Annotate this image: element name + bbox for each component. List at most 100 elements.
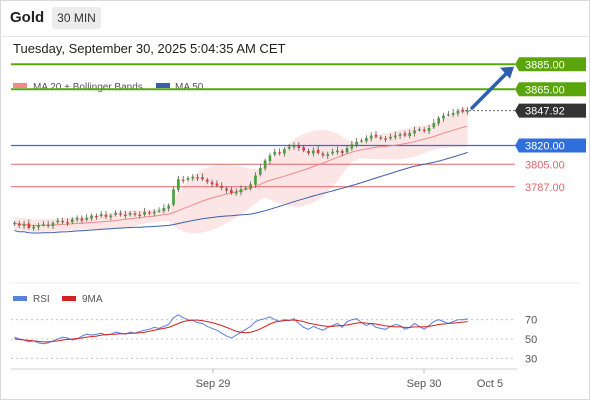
rsi-ma-legend-label: 9MA: [82, 294, 103, 305]
price-tag-label: 3885.00: [525, 59, 565, 71]
bollinger-fill: [14, 105, 468, 234]
rsi-panel: 70 50 30: [11, 314, 537, 365]
symbol-title: Gold: [10, 9, 45, 26]
ma50-line: [14, 151, 468, 234]
price-tag-bg: [515, 57, 586, 72]
candle-body: [22, 224, 26, 226]
bullish-arrow: [470, 66, 514, 110]
price-tag-label: 3847.92: [525, 106, 565, 118]
price-tag-0: 3885.00: [515, 57, 586, 72]
candle-body: [451, 113, 455, 115]
rsi-line: [14, 314, 468, 345]
candle-body: [437, 118, 440, 124]
candle-body: [191, 176, 195, 179]
candle-body: [104, 214, 108, 217]
chart-header: Gold 30 MIN: [0, 0, 590, 36]
candle-body: [85, 218, 89, 220]
candle-body: [46, 224, 50, 226]
candle-body: [210, 182, 214, 185]
timestamp: Tuesday, September 30, 2025 5:04:35 AM C…: [13, 41, 286, 56]
candle-body: [297, 146, 301, 148]
candle-body: [249, 184, 252, 189]
candle-body: [239, 189, 243, 193]
header-divider: [0, 36, 590, 37]
candle-body: [119, 213, 122, 215]
timeframe-button[interactable]: 30 MIN: [52, 7, 101, 29]
ma50-legend-label: MA 50: [175, 82, 204, 93]
candle-body: [456, 110, 460, 114]
rsi-tick-label: 30: [525, 353, 537, 365]
price-tag-2: 3847.92: [515, 103, 586, 118]
candle-body: [167, 205, 171, 209]
candle-body: [42, 224, 45, 226]
candle-body: [365, 138, 368, 141]
price-tag-label: 3805.00: [525, 159, 565, 171]
candle-body: [90, 215, 93, 219]
x-tick-label: Sep 29: [196, 378, 231, 390]
candle-body: [283, 149, 286, 154]
arrow-head: [500, 66, 514, 79]
candle-body: [172, 189, 175, 205]
candle-body: [61, 221, 64, 223]
candle-body: [128, 213, 132, 215]
candle-body: [461, 109, 465, 112]
price-tag-label: 3787.00: [525, 182, 565, 194]
price-legend: MA 20 + Bollinger Bands MA 50: [13, 82, 204, 93]
candle-body: [201, 177, 204, 180]
candle-body: [80, 218, 84, 221]
candle-body: [336, 150, 339, 153]
candle-body: [369, 135, 373, 139]
candle-body: [17, 223, 21, 226]
candle-body: [230, 189, 233, 193]
candle-body: [345, 148, 349, 153]
candle-body: [32, 226, 36, 229]
candle-body: [123, 214, 127, 216]
ma50-legend-swatch: [156, 83, 170, 88]
arrow-shaft: [470, 70, 510, 110]
x-axis: Sep 29 Sep 30 Oct 5: [196, 369, 503, 390]
candle-body: [263, 160, 267, 169]
candle-body: [287, 146, 291, 149]
candle-body: [446, 114, 450, 116]
price-tag-4: 3805.00: [525, 159, 565, 171]
price-tag-label: 3820.00: [525, 141, 565, 153]
candle-body: [321, 153, 325, 156]
candle-body: [278, 152, 281, 154]
candle-body: [13, 223, 16, 225]
candle-body: [316, 149, 320, 153]
candle-body: [273, 151, 277, 155]
candle-body: [408, 133, 412, 136]
candle-body: [27, 223, 31, 228]
candle-body: [157, 210, 161, 212]
candle-body: [51, 223, 55, 226]
candle-body: [398, 134, 402, 136]
candle-body: [389, 136, 392, 139]
candle-body: [442, 115, 445, 119]
candle-body: [360, 140, 363, 142]
candle-body: [143, 211, 146, 215]
candle-body: [432, 123, 436, 128]
price-tag-bg: [515, 103, 586, 118]
candle-body: [205, 179, 209, 182]
candle-body: [186, 178, 190, 180]
candle-body: [422, 129, 426, 131]
candle-body: [326, 154, 330, 156]
candle-body: [403, 133, 407, 136]
rsi-legend: RSI 9MA: [13, 294, 103, 305]
candle-body: [379, 137, 383, 139]
candle-body: [114, 213, 117, 215]
candle-body: [413, 130, 416, 134]
candle-body: [70, 219, 74, 223]
candle-body: [384, 138, 387, 140]
candle-body: [268, 155, 272, 161]
candle-body: [75, 218, 79, 220]
candle-body: [393, 135, 397, 138]
candle-body: [340, 151, 344, 153]
candle-body: [95, 216, 98, 218]
price-levels: [11, 63, 515, 188]
rsi-legend-swatch: [13, 296, 27, 301]
candle-body: [355, 141, 359, 145]
candle-body: [152, 211, 156, 214]
rsi-ma-legend-swatch: [62, 296, 76, 301]
